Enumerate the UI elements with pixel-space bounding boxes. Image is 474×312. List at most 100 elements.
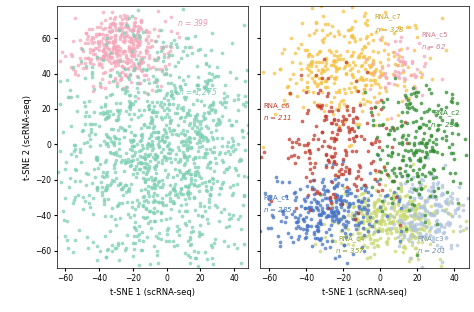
Point	[136, 24, 144, 29]
Point	[166, 72, 174, 77]
Point	[136, 59, 144, 64]
Point	[173, 90, 181, 95]
Point	[193, 83, 201, 88]
Point	[260, 145, 267, 150]
Point	[122, 159, 129, 164]
Point	[340, 186, 348, 191]
Point	[156, 185, 164, 190]
Point	[349, 106, 356, 111]
Point	[327, 74, 334, 79]
Point	[349, 117, 357, 122]
Point	[166, 156, 173, 161]
Point	[164, 142, 172, 147]
Point	[93, 45, 101, 50]
Point	[280, 208, 287, 213]
Point	[383, 239, 391, 244]
Point	[311, 80, 319, 85]
Point	[124, 212, 132, 217]
Point	[134, 74, 142, 79]
Point	[286, 91, 294, 96]
Point	[152, 76, 160, 81]
Point	[273, 189, 281, 194]
Point	[207, 48, 215, 53]
Point	[342, 168, 349, 173]
Point	[168, 92, 175, 97]
Point	[136, 81, 143, 86]
Point	[147, 133, 155, 138]
Point	[232, 118, 240, 123]
Point	[219, 50, 226, 55]
Point	[324, 93, 331, 98]
Point	[289, 239, 297, 244]
Point	[143, 91, 151, 96]
Point	[296, 212, 303, 217]
Point	[340, 215, 348, 220]
Point	[361, 226, 368, 231]
Point	[362, 199, 369, 204]
Point	[442, 207, 449, 212]
Point	[412, 246, 419, 251]
Point	[81, 60, 88, 65]
Point	[234, 92, 241, 97]
Point	[402, 97, 410, 102]
Point	[191, 173, 199, 178]
Point	[108, 249, 115, 254]
Point	[432, 194, 439, 199]
Point	[99, 70, 107, 75]
Point	[307, 64, 315, 69]
Point	[312, 19, 320, 24]
Point	[390, 200, 397, 205]
Point	[175, 75, 183, 80]
Point	[410, 227, 417, 232]
Point	[158, 47, 165, 52]
Point	[330, 52, 338, 57]
Point	[422, 225, 429, 230]
Point	[407, 232, 415, 237]
Point	[173, 152, 180, 157]
Point	[139, 59, 147, 64]
Point	[375, 75, 383, 80]
Point	[162, 128, 169, 133]
Point	[177, 186, 185, 191]
Point	[101, 49, 109, 54]
Point	[105, 28, 113, 33]
Point	[415, 193, 423, 197]
Point	[190, 157, 197, 162]
Point	[299, 227, 306, 232]
Point	[312, 134, 319, 139]
Point	[356, 102, 364, 107]
Point	[374, 228, 381, 233]
Point	[364, 256, 371, 261]
Point	[105, 25, 113, 30]
Point	[124, 23, 131, 28]
Point	[317, 105, 325, 110]
Point	[341, 90, 349, 95]
Point	[408, 202, 416, 207]
Point	[121, 49, 129, 54]
Point	[375, 169, 383, 174]
Point	[445, 211, 452, 216]
Point	[454, 123, 461, 128]
Point	[191, 164, 199, 169]
Point	[372, 139, 379, 144]
Point	[354, 198, 361, 203]
Point	[147, 114, 155, 119]
Point	[81, 281, 88, 286]
Point	[358, 47, 366, 52]
Point	[123, 233, 131, 238]
Point	[108, 49, 115, 54]
Point	[378, 63, 385, 68]
Point	[410, 84, 418, 89]
Point	[191, 88, 198, 93]
Point	[416, 231, 424, 236]
Point	[398, 124, 405, 129]
Point	[179, 175, 186, 180]
Point	[100, 48, 107, 53]
Point	[99, 27, 107, 32]
Point	[203, 139, 211, 144]
Point	[132, 23, 139, 28]
Point	[131, 33, 139, 38]
Point	[167, 119, 174, 124]
Point	[142, 28, 150, 33]
Point	[292, 219, 300, 224]
